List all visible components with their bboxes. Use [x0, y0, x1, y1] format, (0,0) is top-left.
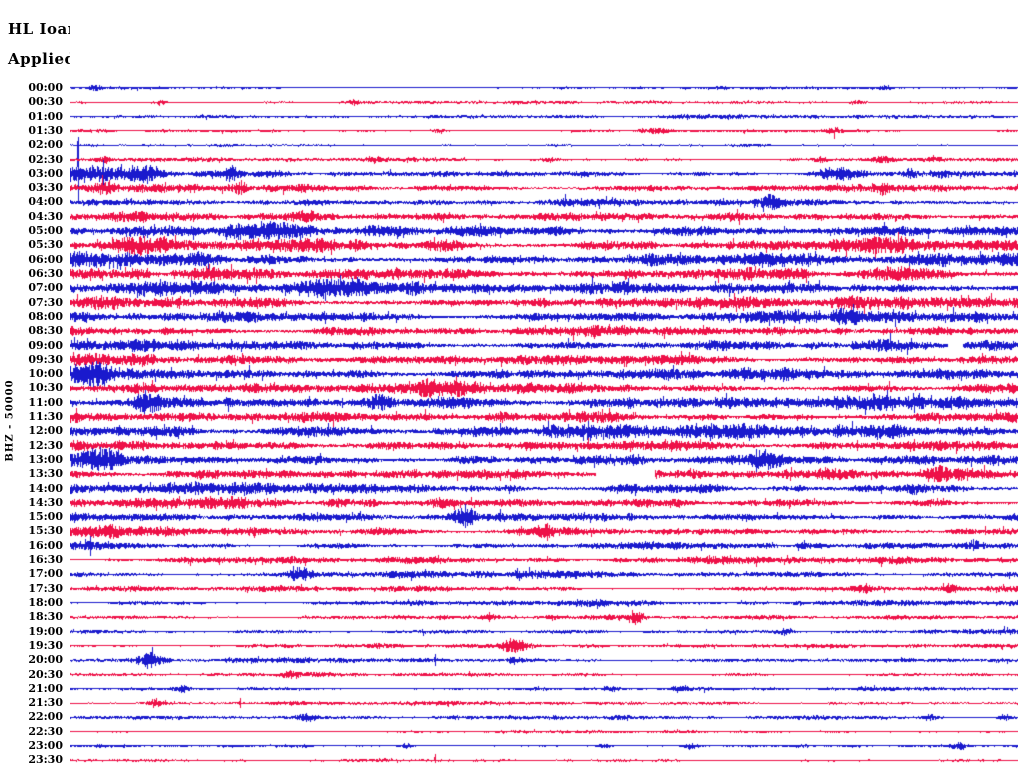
row-time-label: 07:30	[28, 295, 63, 309]
row-time-label: 00:00	[28, 81, 63, 94]
row-time-label: 15:30	[28, 524, 63, 538]
row-time-label: 02:30	[28, 152, 63, 166]
row-time-label: 22:00	[28, 710, 63, 724]
row-time-label: 10:30	[28, 381, 63, 395]
row-time-label: 17:30	[28, 581, 63, 595]
row-time-label: 23:00	[28, 739, 63, 753]
row-time-label: 06:00	[28, 252, 63, 266]
row-time-label: 05:30	[28, 238, 63, 252]
row-time-label: 03:00	[28, 166, 63, 180]
row-time-label: 07:00	[28, 281, 63, 295]
row-time-label: 20:00	[28, 653, 63, 667]
row-time-label: 18:30	[28, 610, 63, 624]
time-axis-labels: 00:00 00:30 01:00 01:30 02:00 02:30 03:00 03:30…	[0, 0, 63, 780]
row-time-label: 11:30	[28, 410, 63, 424]
row-time-label: 06:30	[28, 266, 63, 280]
row-time-label: 08:00	[28, 309, 63, 323]
row-time-label: 16:30	[28, 553, 63, 567]
row-time-label: 00:30	[28, 95, 63, 109]
row-time-label: 08:30	[28, 324, 63, 338]
row-time-label: 22:30	[28, 724, 63, 738]
row-time-label: 21:00	[28, 681, 63, 695]
row-time-label: 02:00	[28, 138, 63, 152]
row-time-label: 23:30	[28, 753, 63, 767]
row-time-label: 13:30	[28, 467, 63, 481]
row-time-label: 01:30	[28, 123, 63, 137]
row-time-label: 17:00	[28, 567, 63, 581]
row-time-label: 01:00	[28, 109, 63, 123]
row-time-label: 12:00	[28, 424, 63, 438]
row-time-label: 04:00	[28, 195, 63, 209]
row-time-label: 11:00	[28, 395, 63, 409]
seismogram-trace-canvas	[70, 0, 1018, 780]
row-time-label: 15:00	[28, 510, 63, 524]
row-time-label: 03:30	[28, 181, 63, 195]
row-time-label: 14:00	[28, 481, 63, 495]
row-time-label: 04:30	[28, 209, 63, 223]
row-time-label: 09:00	[28, 338, 63, 352]
row-time-label: 20:30	[28, 667, 63, 681]
row-time-label: 16:00	[28, 538, 63, 552]
row-time-label: 09:30	[28, 352, 63, 366]
row-time-label: 12:30	[28, 438, 63, 452]
row-time-label: 18:00	[28, 596, 63, 610]
row-time-label: 19:00	[28, 624, 63, 638]
row-time-label: 05:00	[28, 224, 63, 238]
row-time-label: 14:30	[28, 495, 63, 509]
row-time-label: 13:00	[28, 452, 63, 466]
row-time-label: 10:00	[28, 367, 63, 381]
row-time-label: 19:30	[28, 638, 63, 652]
row-time-label: 21:30	[28, 696, 63, 710]
